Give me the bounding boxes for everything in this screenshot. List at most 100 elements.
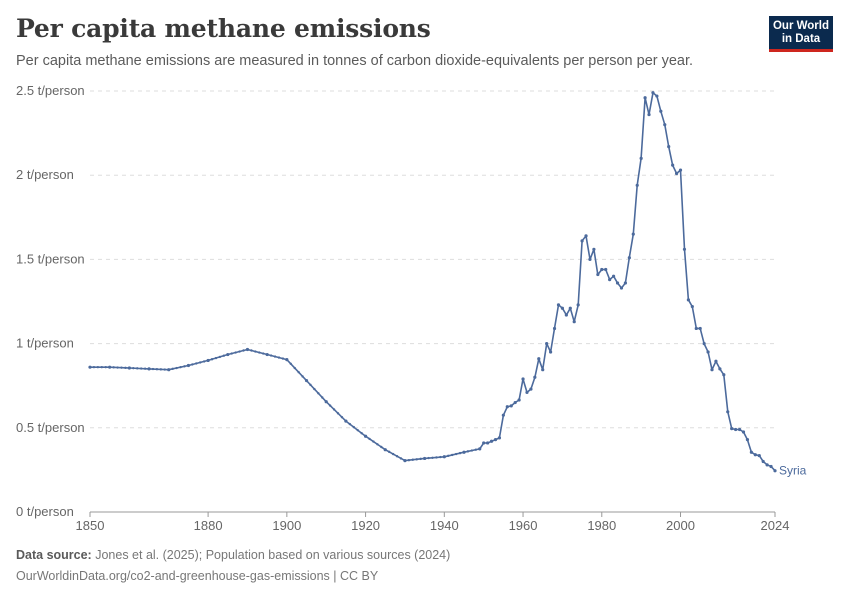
- data-point[interactable]: [245, 347, 250, 352]
- data-point[interactable]: [600, 267, 604, 272]
- data-point[interactable]: [552, 326, 557, 331]
- data-point[interactable]: [635, 183, 639, 187]
- data-point[interactable]: [745, 437, 750, 442]
- data-point[interactable]: [686, 298, 690, 302]
- data-point[interactable]: [88, 365, 92, 369]
- data-point[interactable]: [545, 342, 549, 346]
- data-point[interactable]: [525, 390, 529, 395]
- data-point[interactable]: [682, 247, 687, 251]
- owid-logo[interactable]: Our World in Data: [769, 16, 833, 52]
- data-point[interactable]: [564, 313, 568, 317]
- data-point[interactable]: [761, 459, 765, 464]
- data-point[interactable]: [631, 232, 635, 236]
- data-point[interactable]: [651, 91, 655, 95]
- data-point[interactable]: [505, 405, 509, 409]
- data-point[interactable]: [226, 352, 230, 357]
- data-point[interactable]: [127, 366, 131, 370]
- data-point[interactable]: [509, 404, 513, 408]
- data-point[interactable]: [588, 257, 592, 261]
- data-point[interactable]: [521, 377, 525, 381]
- source-url[interactable]: OurWorldinData.org/co2-and-greenhouse-ga…: [16, 569, 379, 583]
- data-point[interactable]: [580, 239, 584, 243]
- data-point[interactable]: [304, 379, 309, 383]
- data-point[interactable]: [655, 94, 659, 98]
- data-point[interactable]: [556, 303, 561, 307]
- data-point[interactable]: [702, 342, 706, 346]
- data-point[interactable]: [423, 456, 427, 461]
- data-point[interactable]: [647, 112, 651, 117]
- data-point[interactable]: [718, 367, 722, 371]
- data-point[interactable]: [478, 447, 482, 451]
- data-point[interactable]: [493, 437, 498, 442]
- data-point[interactable]: [482, 441, 486, 445]
- data-point[interactable]: [344, 419, 348, 423]
- data-point[interactable]: [663, 123, 667, 127]
- data-point[interactable]: [497, 436, 502, 440]
- data-point[interactable]: [615, 281, 620, 285]
- data-point[interactable]: [572, 320, 576, 324]
- data-point[interactable]: [734, 427, 738, 432]
- data-point[interactable]: [773, 469, 777, 473]
- data-point[interactable]: [167, 368, 171, 372]
- data-point[interactable]: [206, 358, 210, 363]
- data-point[interactable]: [769, 464, 773, 469]
- data-point[interactable]: [608, 278, 612, 282]
- data-point[interactable]: [568, 306, 572, 310]
- data-point[interactable]: [749, 450, 753, 454]
- data-point[interactable]: [383, 448, 387, 452]
- data-point[interactable]: [671, 163, 675, 167]
- data-point[interactable]: [529, 387, 533, 391]
- data-point[interactable]: [486, 441, 490, 445]
- data-point[interactable]: [462, 450, 466, 454]
- data-point[interactable]: [513, 400, 517, 405]
- data-point[interactable]: [643, 96, 647, 100]
- data-point[interactable]: [639, 156, 643, 160]
- data-point[interactable]: [541, 368, 545, 372]
- data-point[interactable]: [363, 434, 368, 438]
- data-point[interactable]: [596, 272, 600, 277]
- data-point[interactable]: [722, 373, 726, 377]
- data-point[interactable]: [324, 400, 328, 404]
- data-point[interactable]: [186, 363, 191, 368]
- data-point[interactable]: [659, 109, 663, 113]
- data-point[interactable]: [619, 286, 624, 290]
- data-point[interactable]: [265, 352, 269, 357]
- data-point[interactable]: [627, 256, 631, 260]
- data-point[interactable]: [604, 267, 608, 272]
- series-lines[interactable]: [90, 91, 776, 472]
- data-point[interactable]: [584, 234, 588, 238]
- data-point[interactable]: [537, 357, 541, 361]
- data-point[interactable]: [560, 306, 565, 310]
- data-point[interactable]: [533, 375, 537, 379]
- data-point[interactable]: [706, 350, 710, 354]
- data-point[interactable]: [517, 398, 521, 402]
- series-line-syria[interactable]: [90, 91, 776, 472]
- data-point[interactable]: [403, 459, 407, 463]
- data-point[interactable]: [730, 427, 734, 431]
- data-point[interactable]: [592, 247, 596, 251]
- data-point[interactable]: [501, 413, 505, 417]
- data-point[interactable]: [714, 359, 718, 363]
- data-point[interactable]: [108, 365, 112, 369]
- data-point[interactable]: [147, 367, 151, 371]
- data-point[interactable]: [674, 171, 679, 176]
- data-point[interactable]: [678, 168, 683, 172]
- data-point[interactable]: [623, 281, 628, 285]
- data-point[interactable]: [753, 453, 757, 457]
- data-point[interactable]: [765, 463, 769, 467]
- data-point[interactable]: [757, 453, 761, 458]
- series-points[interactable]: [88, 91, 777, 473]
- data-point[interactable]: [710, 368, 714, 372]
- data-point[interactable]: [576, 303, 580, 307]
- data-point[interactable]: [690, 304, 694, 309]
- data-point[interactable]: [694, 326, 698, 331]
- data-point[interactable]: [442, 455, 446, 459]
- data-point[interactable]: [737, 427, 742, 432]
- data-point[interactable]: [549, 350, 553, 354]
- data-point[interactable]: [489, 439, 494, 443]
- data-point[interactable]: [285, 357, 289, 362]
- data-point[interactable]: [667, 144, 671, 149]
- data-point[interactable]: [741, 430, 746, 434]
- data-point[interactable]: [726, 410, 730, 414]
- data-point[interactable]: [611, 274, 616, 278]
